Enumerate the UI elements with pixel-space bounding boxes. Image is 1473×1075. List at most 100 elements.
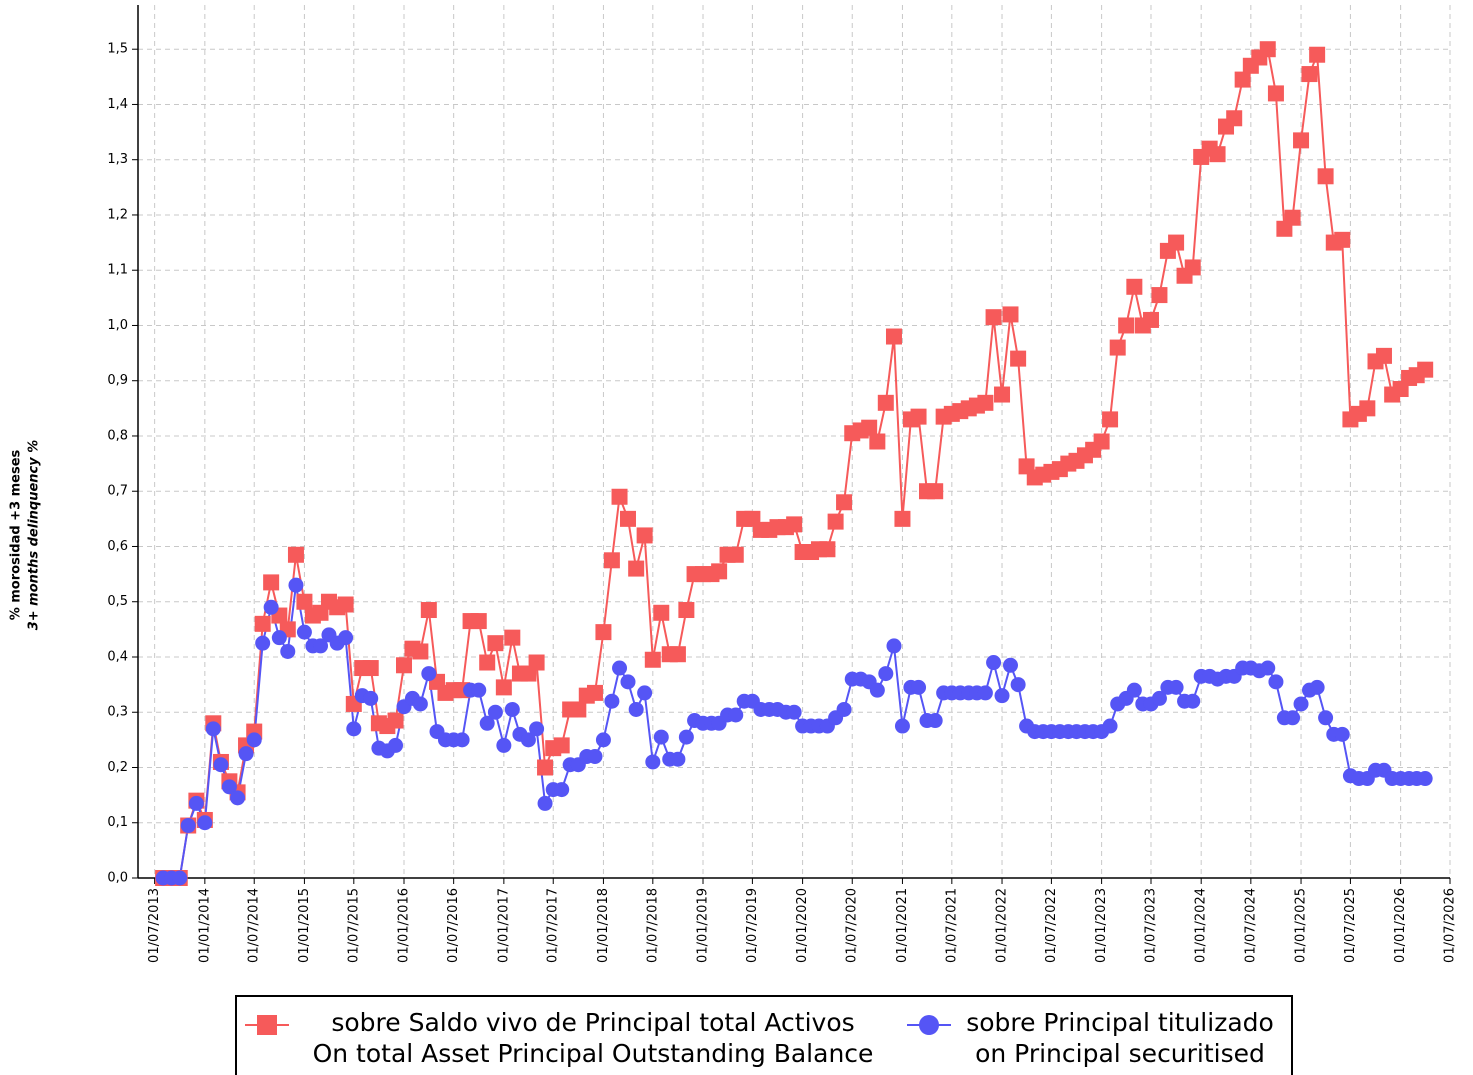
point xyxy=(628,560,645,577)
point xyxy=(1002,657,1018,673)
x-tick-label: 01/07/2013 xyxy=(147,888,162,963)
point xyxy=(986,655,1002,671)
point xyxy=(1209,146,1226,163)
point xyxy=(977,394,994,411)
point xyxy=(728,707,744,723)
point xyxy=(927,483,944,500)
point xyxy=(1317,168,1334,185)
point xyxy=(1010,677,1026,693)
point xyxy=(454,732,470,748)
x-tick-label: 01/07/2018 xyxy=(645,888,660,963)
point xyxy=(528,654,545,671)
point xyxy=(869,682,885,698)
y-tick-label: 0,4 xyxy=(107,649,128,664)
point xyxy=(280,643,296,659)
point xyxy=(910,408,927,425)
point xyxy=(337,596,354,613)
point xyxy=(669,646,686,663)
point xyxy=(570,701,587,718)
point xyxy=(786,516,803,533)
point xyxy=(412,643,429,660)
x-tick-label: 01/01/2024 xyxy=(1194,888,1209,963)
point xyxy=(619,510,636,527)
point xyxy=(1301,66,1318,83)
x-tick-label: 01/07/2020 xyxy=(845,888,860,963)
point xyxy=(263,574,280,591)
point xyxy=(1118,317,1135,334)
point xyxy=(246,732,262,748)
point xyxy=(553,737,570,754)
x-tick-label: 01/07/2022 xyxy=(1044,888,1059,963)
point xyxy=(711,563,728,580)
point xyxy=(338,630,354,646)
y-tick-label: 0,6 xyxy=(107,539,128,554)
point xyxy=(1126,682,1142,698)
point xyxy=(877,394,894,411)
point xyxy=(1168,234,1185,251)
y-tick-label: 1,5 xyxy=(107,42,128,57)
x-tick-label: 01/01/2021 xyxy=(895,888,910,963)
point xyxy=(1318,710,1334,726)
point xyxy=(238,746,254,762)
y-tick-label: 0,5 xyxy=(107,594,128,609)
legend-icon xyxy=(907,1015,951,1035)
point xyxy=(603,552,620,569)
point xyxy=(1168,679,1184,695)
point xyxy=(1293,132,1310,149)
legend-label: sobre Principal titulizado on Principal … xyxy=(966,1008,1274,1068)
x-tick-label: 01/01/2020 xyxy=(795,888,810,963)
point xyxy=(1259,41,1276,58)
point xyxy=(421,666,437,682)
point xyxy=(263,599,279,615)
point xyxy=(288,577,304,593)
point xyxy=(1359,400,1376,417)
y-tick-label: 0,3 xyxy=(107,705,128,720)
point xyxy=(620,674,636,690)
point xyxy=(977,685,993,701)
y-axis-label: 3+ months delinquency % xyxy=(27,440,42,631)
y-tick-label: 1,2 xyxy=(107,207,128,222)
y-tick-label: 0,8 xyxy=(107,428,128,443)
point xyxy=(387,712,404,729)
point xyxy=(1334,726,1350,742)
point xyxy=(271,630,287,646)
point xyxy=(1151,690,1167,706)
y-tick-label: 1,4 xyxy=(107,97,128,112)
x-tick-label: 01/01/2023 xyxy=(1094,888,1109,963)
y-tick-label: 0,9 xyxy=(107,373,128,388)
point xyxy=(1093,433,1110,450)
point xyxy=(1334,231,1351,248)
y-tick-label: 1,0 xyxy=(107,318,128,333)
point xyxy=(287,546,304,563)
point xyxy=(636,527,653,544)
x-tick-label: 01/07/2017 xyxy=(546,888,561,963)
point xyxy=(1109,339,1126,356)
point xyxy=(487,635,504,652)
point xyxy=(537,759,554,776)
point xyxy=(653,604,670,621)
point xyxy=(819,541,836,558)
point xyxy=(836,494,853,511)
legend-icon xyxy=(245,1015,289,1035)
x-tick-label: 01/07/2024 xyxy=(1243,888,1258,963)
point xyxy=(495,679,512,696)
point xyxy=(985,309,1002,326)
point xyxy=(396,657,413,674)
point xyxy=(786,704,802,720)
series-line xyxy=(163,47,1426,879)
y-tick-label: 0,7 xyxy=(107,484,128,499)
legend-marker xyxy=(257,1015,277,1035)
point xyxy=(313,638,329,654)
point xyxy=(637,685,653,701)
point xyxy=(471,682,487,698)
x-tick-label: 01/07/2025 xyxy=(1343,888,1358,963)
x-tick-label: 01/01/2017 xyxy=(496,888,511,963)
point xyxy=(412,696,428,712)
point xyxy=(1267,85,1284,102)
point xyxy=(1002,306,1019,323)
point xyxy=(927,713,943,729)
point xyxy=(894,510,911,527)
point xyxy=(911,679,927,695)
point xyxy=(678,602,695,619)
